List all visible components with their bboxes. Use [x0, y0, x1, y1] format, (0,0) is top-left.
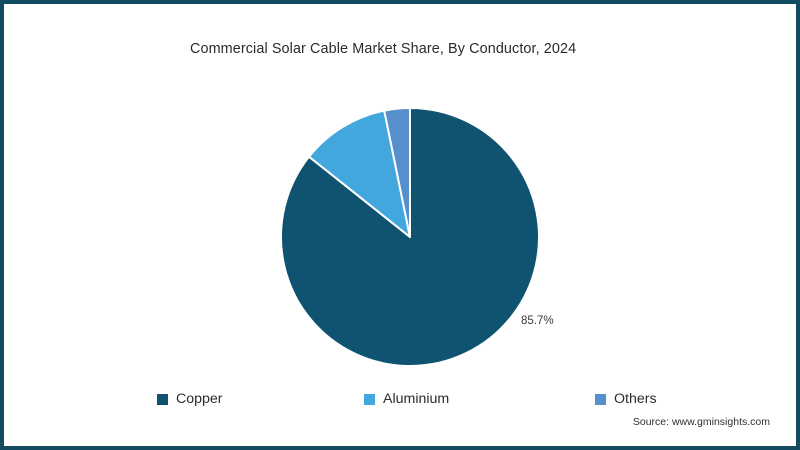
legend-swatch-aluminium: [364, 393, 375, 405]
legend-swatch-copper: [157, 393, 168, 405]
pie-slices: [280, 107, 540, 367]
source-note: Source: www.gminsights.com: [632, 416, 770, 428]
pie-slice-others[interactable]: [383, 107, 411, 238]
pie-chart-svg: [280, 107, 540, 367]
pie-chart: [280, 107, 540, 367]
legend-label-copper: Copper: [176, 390, 223, 407]
legend-swatch-others: [595, 393, 606, 405]
legend-item-aluminium[interactable]: Aluminium: [364, 388, 449, 410]
legend-label-aluminium: Aluminium: [383, 390, 450, 407]
figure-inner-frame: Commercial Solar Cable Market Share, By …: [7, 7, 793, 443]
pie-slice-aluminium[interactable]: [308, 109, 411, 238]
data-label-copper: 85.7%: [521, 315, 554, 327]
legend-item-others[interactable]: Others: [595, 388, 657, 410]
legend-item-copper[interactable]: Copper: [157, 388, 223, 410]
page-title: Commercial Solar Cable Market Share, By …: [190, 41, 577, 57]
legend-label-others: Others: [614, 390, 657, 407]
chart-legend: Copper Aluminium Others: [8, 388, 800, 412]
